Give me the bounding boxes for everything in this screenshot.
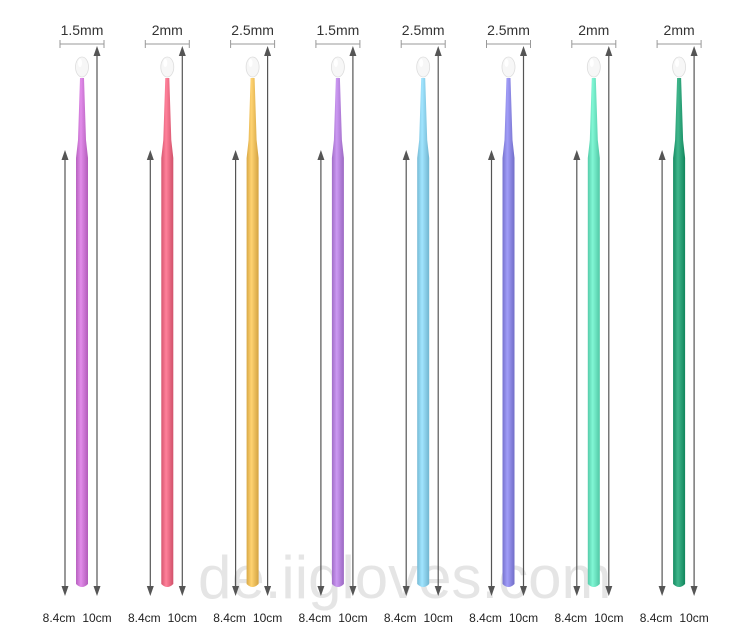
brush-item: 2.5mm 8.4cm 10cm bbox=[213, 22, 282, 625]
arrow-head-up bbox=[520, 46, 527, 56]
short-length-label: 8.4cm bbox=[554, 611, 587, 625]
brush-handle bbox=[76, 78, 88, 587]
arrow-head-up bbox=[232, 150, 240, 160]
arrow-head-up bbox=[605, 46, 613, 56]
brush-tip bbox=[416, 56, 431, 78]
arrow-head-down bbox=[178, 586, 186, 596]
short-length-label: 8.4cm bbox=[299, 611, 332, 625]
brush-item: 1.5mm 8.4cm 10cm bbox=[43, 22, 112, 625]
arrow-head-up bbox=[93, 46, 101, 56]
tip-size-label: 2.5mm bbox=[231, 22, 274, 38]
arrow-head-down bbox=[488, 586, 495, 596]
arrow-head-down bbox=[402, 586, 410, 596]
tip-highlight bbox=[78, 59, 82, 67]
brush-handle bbox=[502, 78, 515, 587]
brush-handle bbox=[673, 78, 686, 587]
brush-item: 2mm 8.4cm 10cm bbox=[640, 22, 709, 625]
brush-item: 2.5mm 8.4cm 10cm bbox=[469, 22, 538, 625]
tip-highlight bbox=[589, 59, 594, 67]
brush-item: 1.5mm 8.4cm 10cm bbox=[299, 22, 368, 625]
arrow-head-down bbox=[232, 586, 240, 596]
brush-handle bbox=[331, 78, 344, 587]
arrow-head-down bbox=[573, 586, 581, 596]
brush-handle bbox=[417, 78, 430, 587]
arrow-head-down bbox=[146, 586, 154, 596]
tip-size-label: 2mm bbox=[152, 22, 183, 38]
long-length-label: 10cm bbox=[338, 611, 367, 625]
tip-highlight bbox=[163, 59, 168, 67]
brush-handle bbox=[246, 78, 259, 587]
arrow-head-up bbox=[61, 150, 69, 160]
short-length-label: 8.4cm bbox=[128, 611, 161, 625]
arrow-head-down bbox=[349, 586, 357, 596]
arrow-head-up bbox=[264, 46, 272, 56]
arrow-head-up bbox=[402, 150, 410, 160]
arrow-head-up bbox=[434, 46, 442, 56]
brush-tip bbox=[586, 56, 601, 78]
arrow-head-down bbox=[93, 586, 101, 596]
brush-item: 2.5mm 8.4cm 10cm bbox=[384, 22, 453, 625]
short-length-label: 8.4cm bbox=[384, 611, 417, 625]
short-length-label: 8.4cm bbox=[43, 611, 76, 625]
tip-highlight bbox=[419, 59, 424, 67]
short-length-label: 8.4cm bbox=[640, 611, 673, 625]
long-length-label: 10cm bbox=[168, 611, 197, 625]
arrow-head-up bbox=[317, 150, 325, 160]
brush-tip bbox=[501, 56, 516, 78]
brush-tip bbox=[160, 56, 175, 78]
arrow-head-up bbox=[178, 46, 186, 56]
brush-tip bbox=[245, 56, 260, 78]
tip-size-label: 2.5mm bbox=[487, 22, 530, 38]
tip-size-label: 2mm bbox=[664, 22, 695, 38]
arrow-head-down bbox=[520, 586, 527, 596]
long-length-label: 10cm bbox=[82, 611, 111, 625]
arrow-head-down bbox=[317, 586, 325, 596]
tip-highlight bbox=[504, 59, 509, 67]
brush-handle bbox=[161, 78, 174, 587]
tip-size-label: 1.5mm bbox=[317, 22, 360, 38]
tip-size-label: 2mm bbox=[578, 22, 609, 38]
long-length-label: 10cm bbox=[594, 611, 623, 625]
arrow-head-up bbox=[349, 46, 357, 56]
brush-tip bbox=[330, 56, 345, 78]
arrow-head-down bbox=[61, 586, 69, 596]
short-length-label: 8.4cm bbox=[469, 611, 502, 625]
brush-item: 2mm 8.4cm 10cm bbox=[128, 22, 197, 625]
brush-handle bbox=[587, 78, 600, 587]
arrow-head-up bbox=[690, 46, 698, 56]
tip-size-label: 1.5mm bbox=[61, 22, 104, 38]
arrow-head-up bbox=[573, 150, 581, 160]
arrow-head-up bbox=[146, 150, 154, 160]
brush-tip bbox=[75, 56, 89, 78]
long-length-label: 10cm bbox=[509, 611, 538, 625]
arrow-head-down bbox=[605, 586, 613, 596]
brush-tip bbox=[672, 56, 686, 78]
tip-highlight bbox=[333, 59, 338, 67]
long-length-label: 10cm bbox=[253, 611, 282, 625]
long-length-label: 10cm bbox=[424, 611, 453, 625]
tip-size-label: 2.5mm bbox=[402, 22, 445, 38]
arrow-head-down bbox=[690, 586, 698, 596]
brushes-group: 1.5mm 8.4cm 10cm 2mm 8.4cm 10cm 2.5mm 8.4cm 10cm… bbox=[43, 22, 709, 625]
arrow-head-down bbox=[658, 586, 666, 596]
arrow-head-up bbox=[658, 150, 666, 160]
arrow-head-down bbox=[434, 586, 442, 596]
brush-item: 2mm 8.4cm 10cm bbox=[554, 22, 623, 625]
arrow-head-down bbox=[264, 586, 272, 596]
long-length-label: 10cm bbox=[679, 611, 708, 625]
short-length-label: 8.4cm bbox=[213, 611, 246, 625]
tip-highlight bbox=[675, 59, 680, 67]
tip-highlight bbox=[248, 59, 253, 67]
arrow-head-up bbox=[488, 150, 495, 160]
watermark-text: de.iigloves.com bbox=[198, 544, 612, 611]
